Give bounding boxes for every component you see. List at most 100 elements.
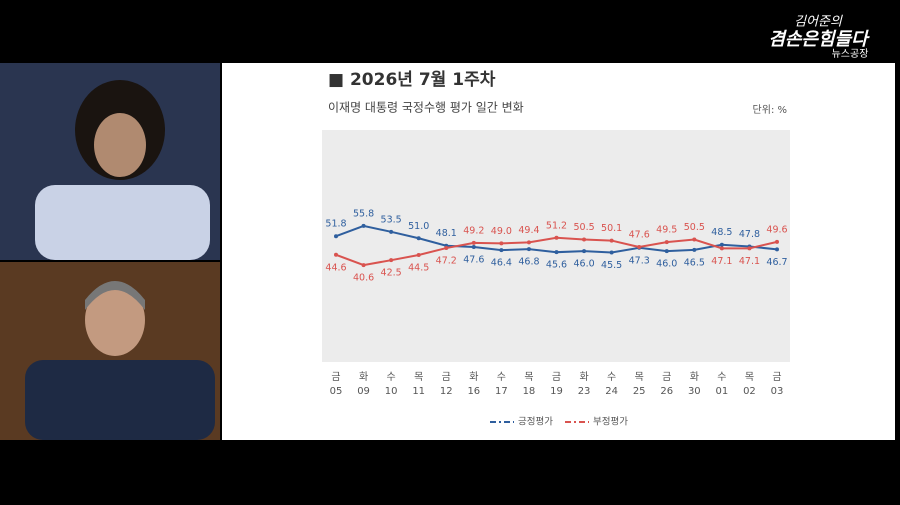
- data-label: 46.4: [491, 258, 512, 269]
- data-label: 55.8: [353, 208, 374, 219]
- person-face: [94, 113, 146, 177]
- x-tick-weekday: 금: [442, 371, 451, 383]
- x-tick-weekday: 수: [717, 371, 726, 383]
- data-label: 50.5: [684, 222, 705, 233]
- x-tick-label: 12: [440, 386, 453, 397]
- x-tick-weekday: 금: [772, 371, 781, 383]
- data-label: 48.1: [436, 228, 457, 239]
- x-tick-weekday: 금: [662, 371, 671, 383]
- x-tick-weekday: 수: [387, 371, 396, 383]
- x-tick-weekday: 수: [497, 371, 506, 383]
- x-tick-label: 11: [412, 386, 425, 397]
- x-tick-label: 17: [495, 386, 508, 397]
- x-tick-weekday: 목: [524, 371, 533, 383]
- data-label: 44.6: [325, 262, 346, 273]
- data-label: 49.6: [766, 224, 787, 235]
- data-label: 49.2: [463, 225, 484, 236]
- data-label: 51.2: [546, 220, 567, 231]
- data-point: [389, 258, 394, 263]
- data-point: [334, 234, 338, 239]
- data-point: [416, 253, 421, 258]
- data-label: 42.5: [381, 268, 402, 279]
- x-tick-label: 05: [330, 386, 343, 397]
- data-point: [775, 247, 779, 252]
- legend-label: 부정평가: [593, 417, 628, 428]
- chart-subtitle: 이재명 대통령 국정수행 평가 일간 변화: [328, 100, 524, 115]
- data-point: [361, 263, 366, 268]
- data-label: 46.0: [573, 259, 594, 270]
- data-label: 46.0: [656, 259, 677, 270]
- data-label: 47.2: [436, 256, 457, 267]
- x-tick-label: 25: [633, 386, 646, 397]
- data-point: [609, 238, 614, 243]
- x-tick-label: 24: [605, 386, 618, 397]
- data-label: 47.1: [739, 256, 760, 267]
- person-shirt: [35, 185, 210, 260]
- data-label: 53.5: [381, 214, 402, 225]
- data-label: 46.7: [766, 257, 787, 268]
- data-point: [664, 249, 669, 254]
- data-label: 49.5: [656, 225, 677, 236]
- data-point: [471, 245, 476, 250]
- data-label: 47.3: [629, 255, 650, 266]
- x-tick-label: 23: [578, 386, 591, 397]
- x-tick-weekday: 목: [745, 371, 754, 383]
- x-tick-label: 02: [743, 386, 756, 397]
- data-point: [719, 242, 724, 247]
- data-point: [719, 246, 724, 251]
- data-point: [444, 246, 449, 251]
- x-tick-weekday: 금: [331, 371, 340, 383]
- data-point: [499, 241, 504, 246]
- x-tick-label: 30: [688, 386, 701, 397]
- x-tick-weekday: 화: [359, 371, 368, 383]
- data-point: [334, 252, 338, 257]
- data-point: [582, 237, 587, 242]
- data-point: [775, 239, 779, 244]
- data-label: 51.8: [325, 219, 346, 230]
- x-tick-weekday: 화: [469, 371, 478, 383]
- logo-text: 뉴스공장: [832, 48, 869, 60]
- data-label: 49.0: [491, 226, 512, 237]
- x-tick-weekday: 수: [607, 371, 616, 383]
- data-label: 47.6: [463, 255, 484, 266]
- legend-label: 긍정평가: [518, 417, 553, 428]
- data-point: [499, 248, 504, 253]
- data-point: [554, 235, 559, 240]
- data-label: 40.6: [353, 273, 374, 284]
- chart-title: ■ 2026년 7월 1주차: [328, 70, 496, 90]
- x-tick-label: 01: [716, 386, 729, 397]
- data-point: [526, 247, 531, 252]
- x-tick-label: 09: [357, 386, 370, 397]
- x-tick-label: 16: [467, 386, 480, 397]
- unit-label: 단위: %: [753, 103, 787, 116]
- x-tick-weekday: 목: [635, 371, 644, 383]
- x-tick-label: 18: [523, 386, 536, 397]
- data-point: [692, 237, 697, 242]
- person-suit: [25, 360, 215, 440]
- data-label: 49.4: [518, 225, 539, 236]
- x-tick-weekday: 화: [579, 371, 588, 383]
- data-point: [609, 250, 614, 255]
- data-label: 45.5: [601, 260, 622, 271]
- x-tick-weekday: 금: [552, 371, 561, 383]
- data-label: 51.0: [408, 221, 429, 232]
- data-label: 48.5: [711, 227, 732, 238]
- data-point: [747, 246, 752, 251]
- data-point: [664, 240, 669, 245]
- data-point: [692, 247, 697, 252]
- x-tick-weekday: 목: [414, 371, 423, 383]
- data-point: [582, 249, 587, 254]
- data-label: 50.5: [573, 222, 594, 233]
- data-point: [389, 229, 394, 234]
- logo-text: 겸손은힘들다: [768, 29, 870, 50]
- data-label: 47.6: [629, 230, 650, 241]
- data-point: [554, 250, 559, 255]
- data-label: 47.8: [739, 229, 760, 240]
- logo-text: 김어준의: [794, 15, 843, 30]
- person-face: [85, 284, 145, 356]
- data-point: [637, 245, 642, 250]
- x-tick-label: 10: [385, 386, 398, 397]
- data-point: [471, 240, 476, 245]
- x-tick-label: 26: [660, 386, 673, 397]
- data-point: [361, 223, 366, 228]
